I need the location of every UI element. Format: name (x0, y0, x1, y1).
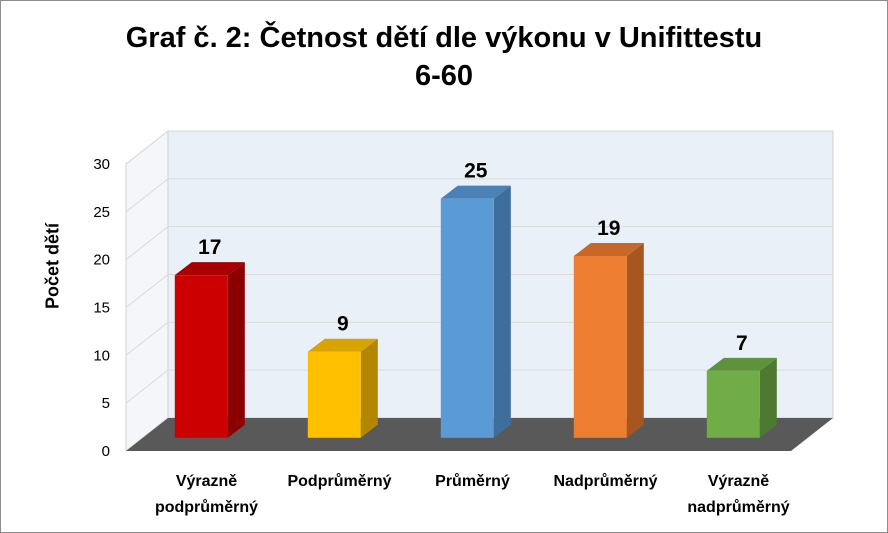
y-tick-label: 30 (93, 156, 110, 173)
bar-top (307, 338, 378, 352)
y-tick-label: 0 (102, 443, 110, 460)
bar-side (626, 243, 644, 438)
x-category-label: podprůměrný (155, 499, 258, 516)
y-tick-label: 10 (93, 347, 110, 364)
bar (440, 185, 511, 438)
bar-side (493, 185, 511, 438)
bar-top (706, 357, 777, 371)
gridline (125, 130, 833, 165)
gridline (125, 178, 833, 213)
x-category-label: Podprůměrný (287, 473, 391, 490)
y-tick-label: 20 (93, 252, 110, 269)
bar-side (360, 338, 378, 438)
bar-top (573, 243, 644, 257)
bar-top (174, 262, 245, 276)
bar (307, 338, 378, 438)
bar-value-label: 19 (597, 217, 620, 240)
chart-title-line-2: 6-60 (414, 60, 474, 92)
x-category-label: Průměrný (435, 473, 510, 490)
y-tick-label: 5 (102, 395, 110, 412)
bar-side (759, 357, 777, 438)
bar-front (573, 256, 627, 438)
bar-side (227, 262, 245, 438)
bar-front (307, 351, 361, 438)
y-tick-label: 15 (93, 300, 110, 317)
bar-value-label: 9 (337, 313, 349, 336)
bar-value-label: 17 (198, 236, 221, 259)
bar-front (706, 370, 760, 438)
gridline (125, 226, 833, 261)
bar-front (174, 275, 228, 438)
bar-front (440, 198, 494, 438)
x-category-label: Výrazně (176, 473, 237, 490)
bar-value-label: 7 (736, 332, 748, 355)
bar (174, 262, 245, 438)
chart-title: Graf č. 2: Četnost dětí dle výkonu v Uni… (1, 19, 887, 95)
bar (573, 243, 644, 438)
x-category-label: nadprůměrný (687, 499, 789, 516)
bar (706, 357, 777, 438)
bar-value-label: 25 (464, 160, 488, 183)
chart-title-line-1: Graf č. 2: Četnost dětí dle výkonu v Uni… (125, 22, 763, 54)
x-category-label: Výrazně (708, 473, 769, 490)
bar-top (440, 185, 511, 199)
y-tick-label: 25 (93, 204, 110, 221)
x-category-label: Nadprůměrný (553, 473, 657, 490)
